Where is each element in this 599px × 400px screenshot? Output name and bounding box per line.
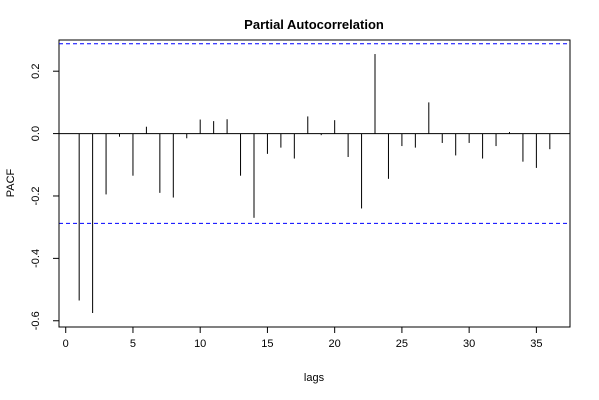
x-tick-label: 30 [463, 338, 475, 350]
y-axis-label: PACF [5, 168, 17, 197]
x-tick-label: 25 [396, 338, 408, 350]
pacf-bars [78, 54, 551, 313]
x-tick-label: 15 [261, 338, 273, 350]
y-tick-label: 0.0 [30, 126, 42, 141]
x-tick-label: 10 [194, 338, 206, 350]
x-tick-label: 5 [130, 338, 136, 350]
plot-frame [58, 39, 571, 328]
y-tick-label: -0.6 [30, 311, 42, 330]
y-tick-label: -0.2 [30, 186, 42, 205]
x-tick-label: 0 [63, 338, 69, 350]
y-tick-label: -0.4 [30, 249, 42, 268]
x-tick-label: 20 [329, 338, 341, 350]
y-tick-label: 0.2 [30, 64, 42, 79]
chart-title: Partial Autocorrelation [244, 17, 384, 32]
x-tick-label: 35 [530, 338, 542, 350]
y-axis: -0.6 -0.4 -0.2 0.0 0.2 [30, 64, 60, 330]
x-axis: 0 5 10 15 20 25 30 35 [63, 326, 543, 350]
x-axis-label: lags [304, 372, 325, 384]
